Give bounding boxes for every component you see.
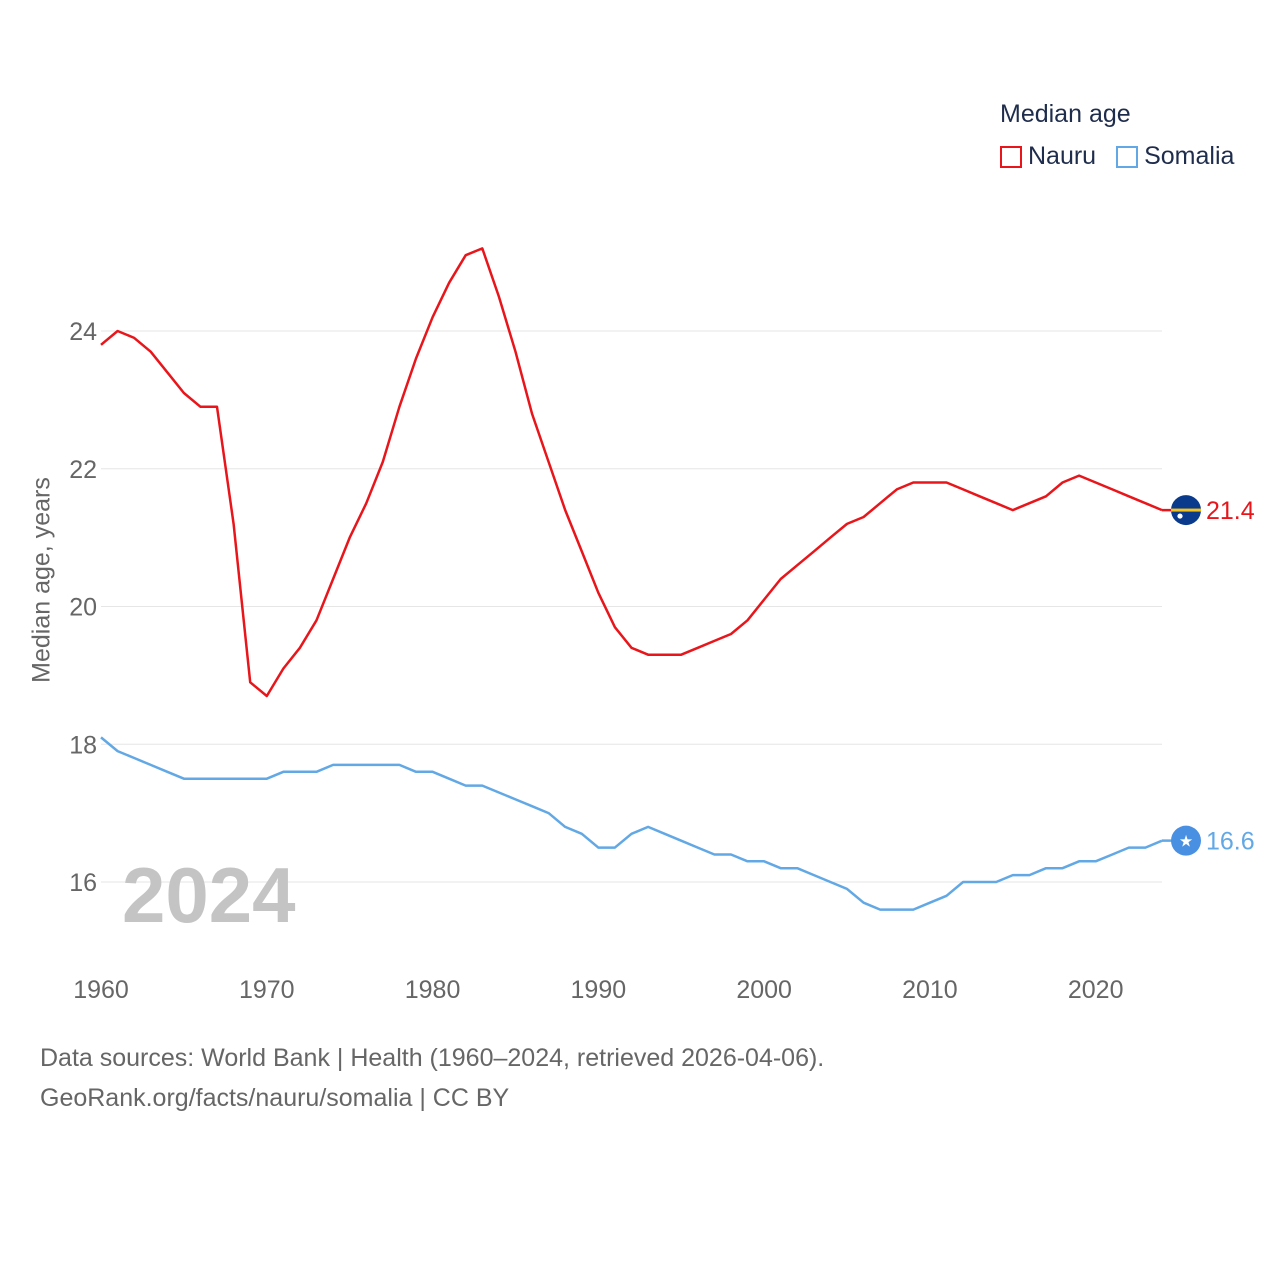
series-line-somalia [100,736,1163,911]
current-year-label: 2024 [122,851,296,939]
flag-nauru-stripe [1171,508,1201,512]
legend-title: Median age [1000,100,1131,128]
legend-label-nauru: Nauru [1028,142,1097,170]
flag-somalia-icon [1171,825,1201,856]
legend-item-somalia[interactable]: Somalia [1116,142,1234,171]
y-tick-label-16: 16 [69,869,97,897]
x-tick-label-1980: 1980 [405,976,461,1004]
y-tick-label-24: 24 [69,318,97,346]
y-tick-label-22: 22 [69,456,97,484]
x-tick-label-1970: 1970 [239,976,295,1004]
end-value-label-somalia: 16.6 [1206,828,1255,856]
series-line-nauru [100,247,1163,698]
legend: Nauru Somalia [1000,142,1254,171]
y-tick-label-18: 18 [69,731,97,759]
y-tick-label-20: 20 [69,594,97,622]
x-tick-label-1960: 1960 [73,976,129,1004]
footer-sources: Data sources: World Bank | Health (1960–… [40,1044,825,1072]
flag-nauru-star [1177,513,1183,519]
end-value-label-nauru: 21.4 [1206,497,1255,525]
x-tick-label-2010: 2010 [902,976,958,1004]
x-tick-label-1990: 1990 [571,976,627,1004]
legend-swatch-nauru [1000,145,1022,168]
legend-label-somalia: Somalia [1144,142,1235,170]
legend-item-nauru[interactable]: Nauru [1000,142,1096,171]
x-tick-label-2000: 2000 [736,976,792,1004]
legend-swatch-somalia [1116,145,1139,168]
x-tick-label-2020: 2020 [1068,976,1124,1004]
y-axis-label: Median age, years [27,477,56,683]
footer-credit: GeoRank.org/facts/nauru/somalia | CC BY [40,1084,510,1112]
flag-somalia-star: ★ [1179,832,1193,851]
